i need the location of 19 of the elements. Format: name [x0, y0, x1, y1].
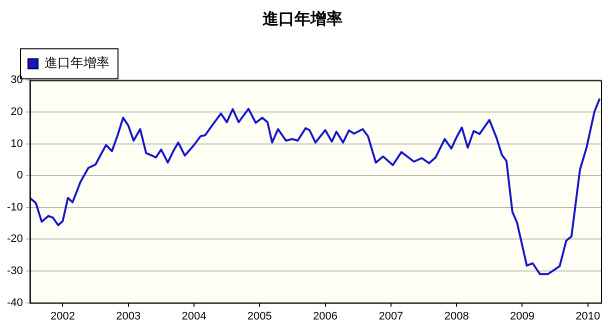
y-tick-label: 0 [16, 170, 23, 182]
x-tick-label: 2010 [576, 310, 600, 322]
y-tick-label: 30 [10, 74, 23, 86]
y-tick-label: -10 [6, 201, 23, 214]
x-tick-label: 2009 [510, 310, 534, 322]
x-tick-label: 2008 [444, 310, 469, 322]
x-tick-label: 2007 [378, 310, 404, 322]
x-tick-label: 2002 [50, 310, 75, 322]
x-tick-label: 2006 [313, 310, 338, 322]
chart-title: 進口年增率 [262, 8, 342, 28]
x-tick-label: 2005 [247, 310, 272, 322]
y-tick-label: 20 [10, 106, 23, 118]
y-tick-label: -40 [6, 296, 23, 309]
y-tick-label: 10 [10, 138, 23, 150]
y-tick-label: -30 [6, 265, 23, 278]
legend-label: 進口年增率 [44, 55, 110, 72]
y-tick-label: -20 [6, 233, 23, 246]
x-tick-label: 2003 [116, 310, 141, 322]
x-tick-label: 2004 [182, 310, 206, 322]
